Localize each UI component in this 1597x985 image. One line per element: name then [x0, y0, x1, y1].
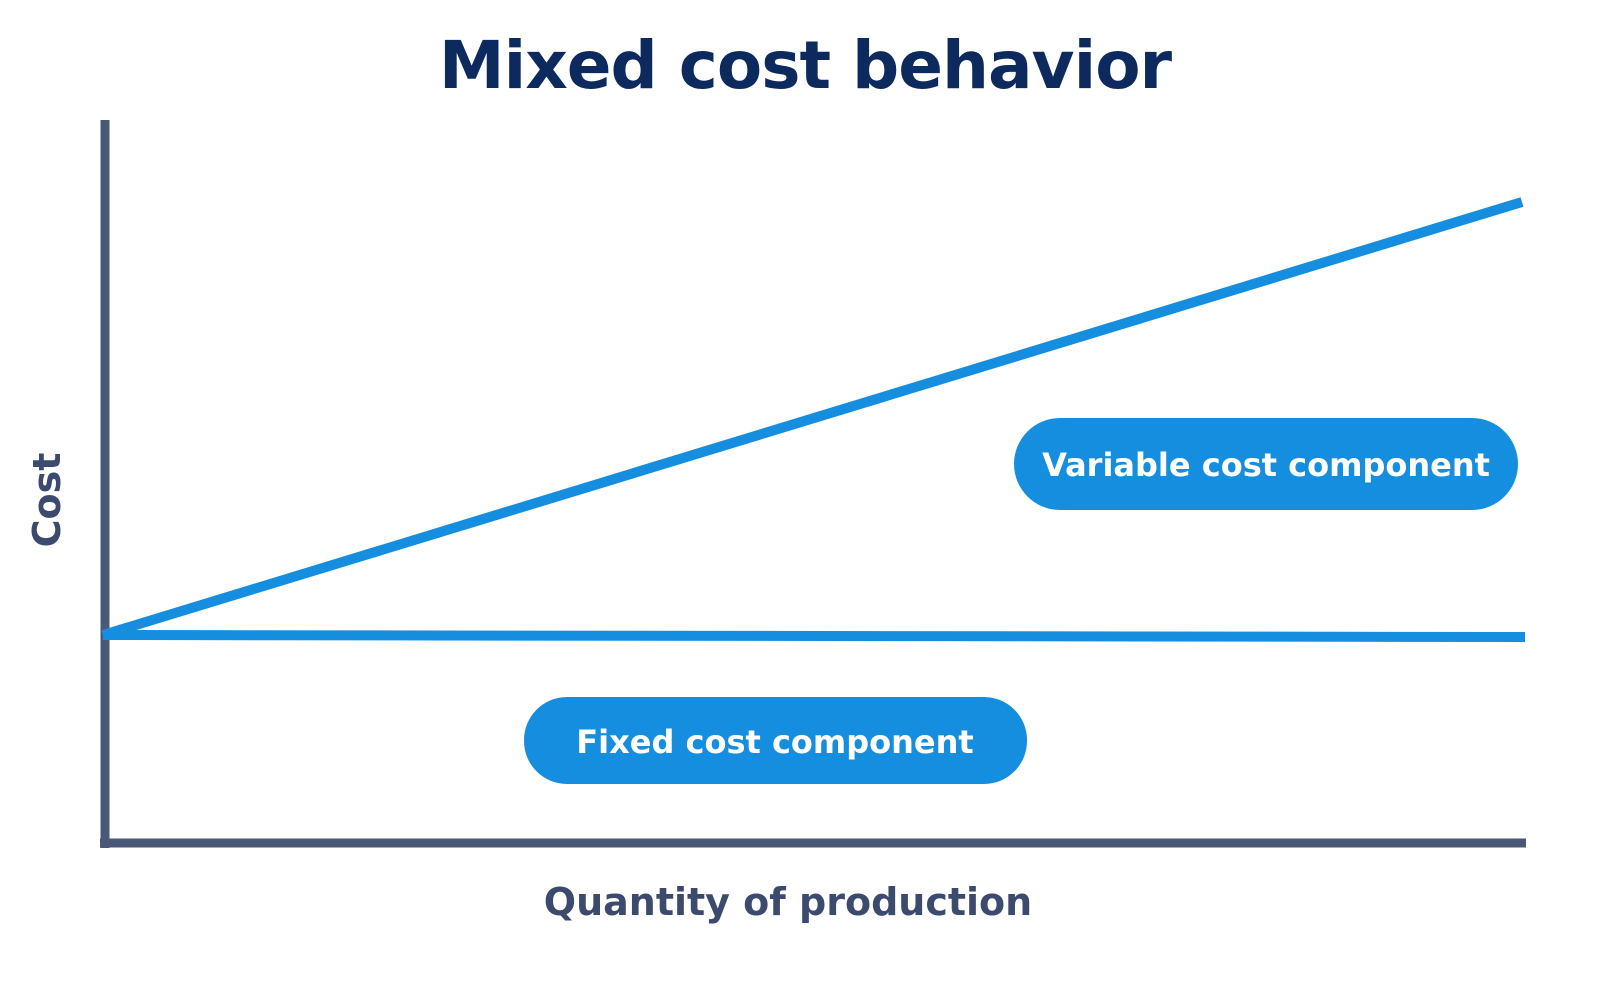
diagram-title: Mixed cost behavior	[439, 27, 1173, 104]
fixed-cost-line	[102, 630, 1526, 642]
x-axis-label: Quantity of production	[544, 880, 1032, 924]
y-axis-label: Cost	[25, 453, 69, 548]
variable-cost-label: Variable cost component	[1042, 446, 1490, 484]
total-cost-line	[101, 197, 1524, 640]
fixed-cost-label: Fixed cost component	[576, 723, 973, 761]
fixed-cost-pill: Fixed cost component	[524, 697, 1027, 784]
variable-cost-pill-bg	[1014, 418, 1518, 510]
fixed-cost-pill-bg	[524, 697, 1027, 784]
variable-cost-pill: Variable cost component	[1014, 418, 1518, 510]
